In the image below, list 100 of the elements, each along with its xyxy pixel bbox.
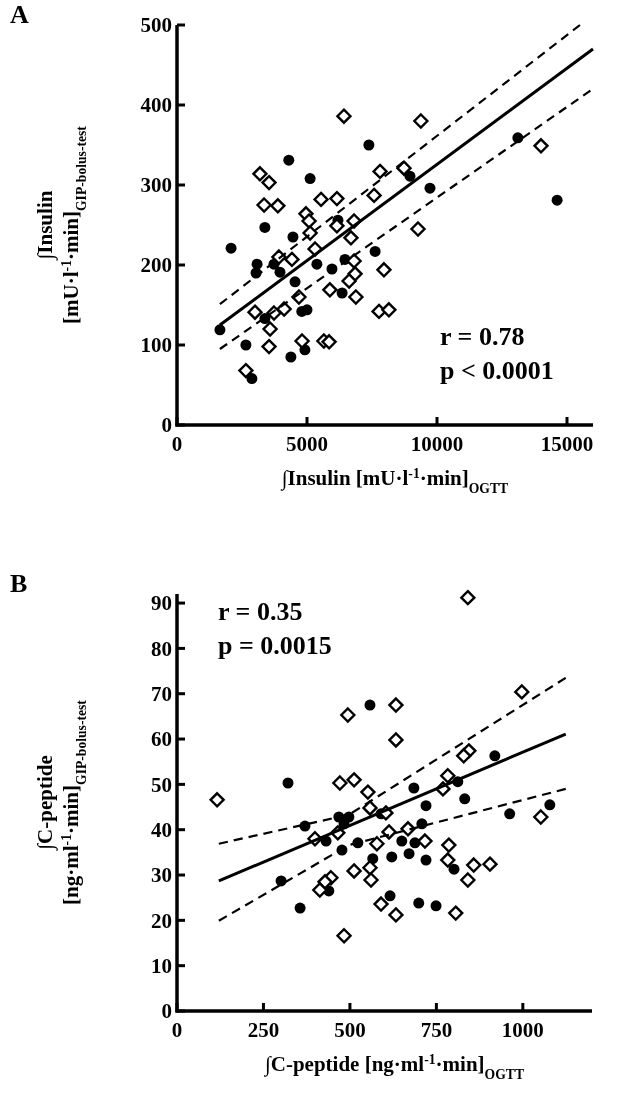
point [343,230,359,246]
point [533,138,549,154]
point [341,273,357,289]
x-tick-label: 1000 [501,1018,544,1042]
point [456,748,472,764]
point [360,784,376,800]
x-tick-label: 750 [420,1018,453,1042]
point [346,863,362,879]
point [408,782,420,794]
annotation: r = 0.78 [440,322,525,351]
point [386,851,398,863]
point [304,173,316,185]
point [225,242,237,254]
point [240,339,252,351]
chart-title: B [10,569,28,598]
y-tick-label: 200 [140,253,172,278]
point [261,338,277,355]
point [348,289,364,305]
point [366,187,382,204]
point [294,333,310,349]
point [381,302,397,318]
point [261,174,277,191]
point [466,857,482,873]
y-tick-label: 300 [140,173,172,198]
point [514,684,530,700]
point [313,191,329,208]
point [388,732,404,748]
point [460,589,476,606]
y-tick-label: 500 [140,13,172,38]
point [246,373,258,385]
point [287,231,299,243]
y-tick-label: 100 [140,333,172,358]
y-tick-label: 10 [151,954,172,979]
point [283,154,295,166]
point [369,245,381,257]
y-tick-label: 400 [140,93,172,118]
point [336,928,352,944]
point [440,768,456,784]
point [381,824,397,840]
x-tick-label: 15000 [540,432,594,456]
point [214,324,226,336]
point [362,860,378,876]
y-tick-label: 0 [161,413,172,438]
point [301,213,317,229]
point [396,160,412,176]
point [289,276,301,288]
point [413,113,429,129]
point [259,221,271,233]
point [413,897,425,909]
point [336,108,352,124]
point [274,266,286,278]
y-tick-label: 40 [151,818,172,843]
point [388,907,404,923]
point [533,809,549,825]
y-tick-label: 50 [151,772,172,797]
point [332,775,348,791]
x-tick-label: 250 [247,1018,280,1042]
point [321,334,337,350]
point [372,163,388,180]
point [363,872,379,888]
point [270,198,286,214]
point [369,836,385,852]
point [482,856,498,872]
annotation: p < 0.0001 [440,356,554,385]
x-tick-label: 500 [334,1018,366,1042]
point [363,139,375,151]
point [410,221,426,237]
x-axis-title: ∫Insulin [mU·l$^{-1}$·min]$_{OGTT}$ [279,465,509,496]
y-tick-label: 90 [151,591,172,616]
y-tick-label: 30 [151,863,172,888]
x-tick-label: 5000 [286,432,328,456]
x-tick-label: 10000 [410,432,464,456]
point [430,900,442,912]
point [448,863,460,875]
point [440,852,456,868]
y-tick-label: 60 [151,727,172,752]
chart-title: A [10,0,29,29]
point [329,190,345,207]
point [282,777,294,789]
point [322,282,338,298]
point [346,772,362,788]
y-tick-label: 80 [151,636,172,661]
point [340,707,356,723]
point [247,304,263,320]
point [346,253,362,269]
point [396,835,408,847]
point [388,697,404,713]
point [209,792,225,808]
point [441,837,457,853]
point [551,194,563,206]
point [376,262,392,278]
point [364,699,376,711]
point [448,905,464,921]
point [373,896,389,912]
point [384,890,396,902]
point [459,793,471,805]
point [238,362,254,379]
point [294,902,306,914]
point [362,800,378,816]
point [489,750,501,762]
